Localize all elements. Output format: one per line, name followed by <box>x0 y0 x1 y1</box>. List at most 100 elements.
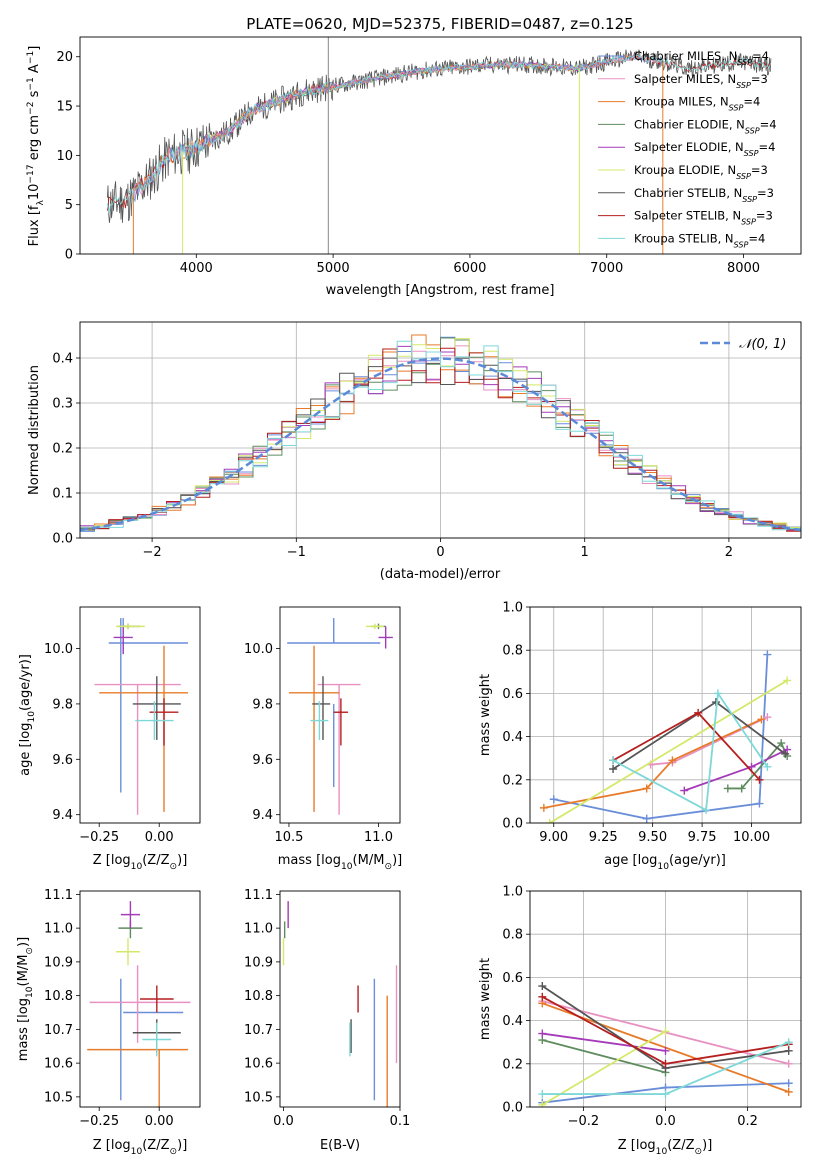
y-tick-label: 0.4 <box>502 1014 523 1029</box>
y-tick-label: 0.4 <box>502 730 523 745</box>
series-line <box>683 748 788 792</box>
x-tick-label: 5000 <box>317 261 350 276</box>
x-axis-label: Z [log10(Z/Z⊙)] <box>93 1138 188 1157</box>
x-tick-label: −0.25 <box>79 1114 119 1129</box>
axes-frame <box>279 606 401 824</box>
data-point <box>783 745 792 754</box>
errorbar-point <box>288 645 340 812</box>
data-point <box>763 650 772 659</box>
x-tick-label: 6000 <box>453 261 486 276</box>
data-point <box>661 1027 670 1036</box>
axes-frame <box>529 890 802 1108</box>
x-axis-label: (data-model)/error <box>380 567 501 582</box>
errorbar-point <box>365 623 384 630</box>
x-tick-label: 0.00 <box>145 830 174 845</box>
plot-area <box>80 334 801 538</box>
errorbar-point <box>333 698 349 746</box>
y-tick-label: 10.0 <box>44 642 73 657</box>
data-point <box>539 803 548 812</box>
x-tick-label: −1 <box>287 545 306 560</box>
data-point <box>661 1059 670 1068</box>
errorbar-point <box>317 683 361 815</box>
x-tick-label: 0.0 <box>273 1114 294 1129</box>
y-tick-label: 10.8 <box>244 989 273 1004</box>
legend-label: Kroupa STELIB, NSSP=4 <box>634 231 765 249</box>
data-point <box>784 1079 793 1088</box>
errorbar-point <box>89 965 191 1043</box>
data-point <box>642 784 651 793</box>
y-tick-label: 1.0 <box>502 601 523 616</box>
data-point <box>784 1087 793 1096</box>
y-tick-label: 10 <box>56 149 73 164</box>
data-point <box>538 992 547 1001</box>
series-line <box>612 690 769 812</box>
data-point <box>784 1038 793 1047</box>
legend: 𝒩(0, 1) <box>700 337 786 352</box>
x-axis-label: Z [log10(Z/Z⊙)] <box>618 1138 713 1157</box>
y-tick-label: 11.1 <box>244 888 273 903</box>
y-tick-label: 0.4 <box>52 352 73 367</box>
data-point <box>747 762 756 771</box>
x-tick-label: 10.00 <box>733 830 770 845</box>
panel-residual_histogram: −2 −1 0 1 2 0.0 0.1 0.2 0.3 0.4 𝒩(0, 1) (data-model… <box>27 321 802 582</box>
errorbar-point <box>378 626 393 649</box>
legend-label: 𝒩(0, 1) <box>739 337 786 352</box>
data-point <box>763 762 772 771</box>
y-tick-label: 15 <box>56 100 73 115</box>
plot-area <box>87 901 191 1107</box>
figure-title: PLATE=0620, MJD=52375, FIBERID=0487, z=0… <box>246 15 633 33</box>
series-line <box>612 700 786 770</box>
x-axis-label: age [log10(age/yr)] <box>604 853 726 872</box>
legend-label: Salpeter MILES, NSSP=3 <box>634 72 768 90</box>
data-point <box>737 784 746 793</box>
x-axis-label: mass [log10(M/M⊙)] <box>278 853 402 872</box>
panel-spectrum: 4000 5000 6000 7000 8000 0 5 10 15 20 Chabrier MIL… <box>26 36 802 298</box>
errorbar-point <box>287 618 381 644</box>
data-point <box>713 689 722 698</box>
y-tick-label: 9.6 <box>252 753 273 768</box>
axes-frame <box>79 321 802 539</box>
data-point <box>661 1046 670 1055</box>
plot-area <box>287 618 393 815</box>
data-point <box>642 814 651 823</box>
data-point <box>723 784 732 793</box>
x-tick-label: 11.0 <box>364 830 393 845</box>
errorbar-point <box>113 626 133 655</box>
x-tick-label: 7000 <box>590 261 623 276</box>
errorbar-point <box>142 1022 172 1057</box>
series-line <box>549 679 788 823</box>
legend-label: Kroupa ELODIE, NSSP=3 <box>634 163 768 181</box>
data-point <box>668 756 677 765</box>
y-tick-label: 10.5 <box>44 1090 73 1105</box>
y-tick-label: 9.8 <box>252 697 273 712</box>
data-point <box>781 749 790 758</box>
y-axis-label: mass [log10(M/M⊙)] <box>16 937 35 1061</box>
x-tick-label: 2 <box>725 545 733 560</box>
data-point <box>609 765 618 773</box>
series-line <box>727 741 788 790</box>
errorbar-point <box>99 645 188 812</box>
y-axis-label: Normed distribution <box>27 365 42 495</box>
y-axis-label: Flux [fλ10−17 erg cm−2 s−1 A−1] <box>26 46 46 247</box>
errorbar-point <box>116 938 140 966</box>
legend: Chabrier MILES, NSSP=4 Salpeter MILES, NS… <box>598 49 777 249</box>
axes-frame <box>279 890 401 1108</box>
data-point <box>755 799 764 808</box>
errorbar-point <box>132 676 181 740</box>
y-tick-label: 10.7 <box>44 1023 73 1038</box>
data-point <box>538 1090 547 1099</box>
y-tick-label: 9.4 <box>52 808 73 823</box>
errorbar-point <box>120 901 140 929</box>
y-tick-label: 0.2 <box>52 442 73 457</box>
spectrum-line <box>107 54 771 214</box>
y-tick-label: 11.0 <box>44 922 73 937</box>
axes-frame <box>79 36 802 255</box>
y-tick-label: 10.9 <box>244 955 273 970</box>
y-tick-label: 0.1 <box>52 487 73 502</box>
series-line <box>542 1039 666 1074</box>
legend-label: Chabrier MILES, NSSP=4 <box>634 49 769 67</box>
data-point <box>609 756 618 765</box>
y-tick-label: 0.0 <box>52 532 73 547</box>
legend-label: Chabrier ELODIE, NSSP=4 <box>634 117 777 135</box>
